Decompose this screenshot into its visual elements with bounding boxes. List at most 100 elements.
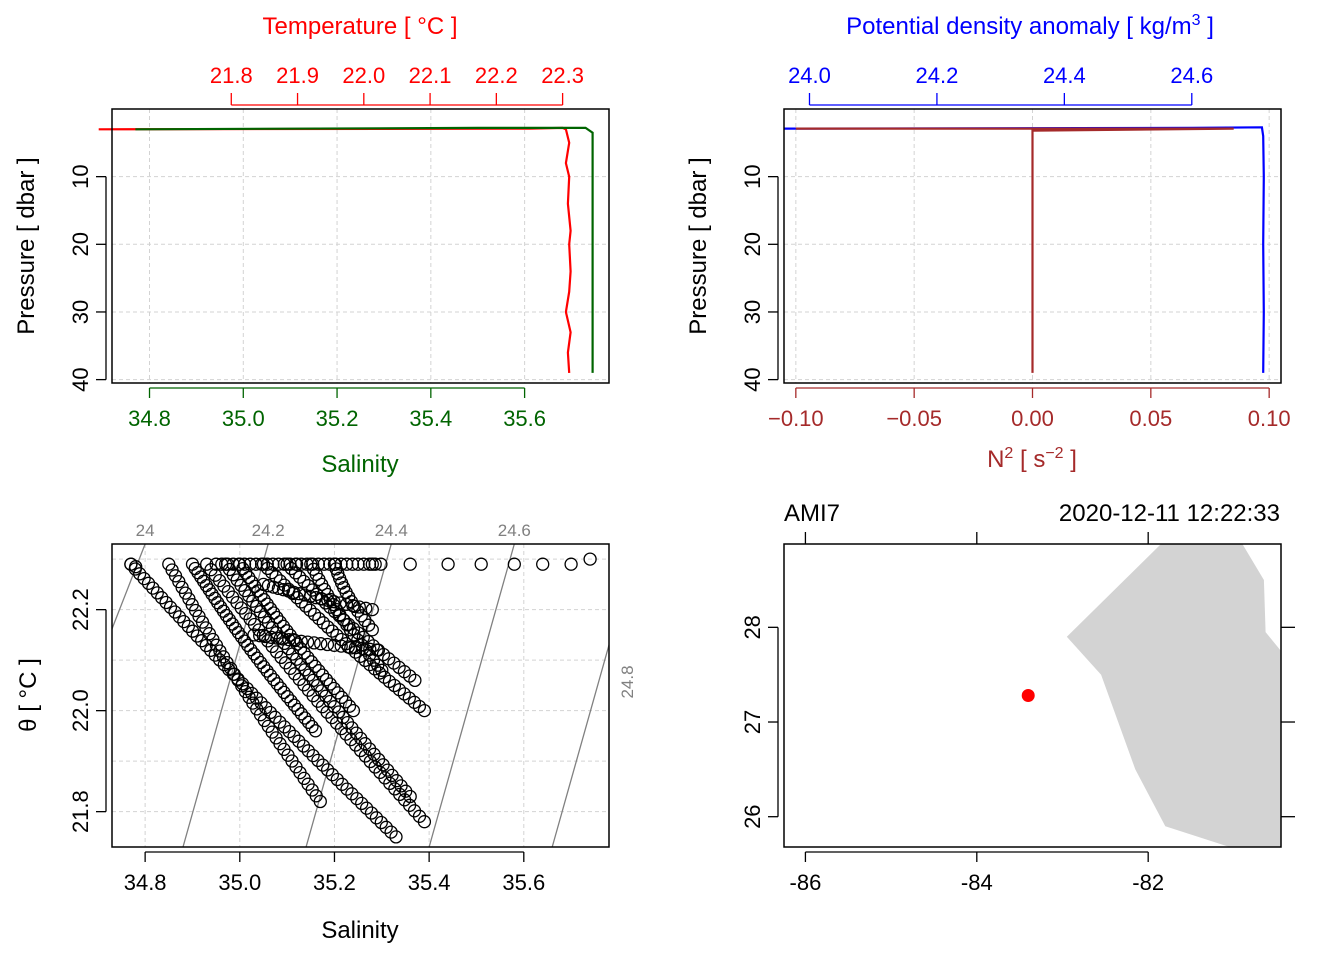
data-point (412, 699, 427, 714)
data-point (384, 825, 398, 839)
data-point (150, 586, 164, 600)
temperature-tick-label: 21.8 (210, 63, 253, 88)
data-point (308, 659, 322, 673)
data-point (368, 662, 382, 676)
data-point (283, 557, 297, 571)
data-point (266, 580, 281, 594)
grid-lines (112, 109, 609, 383)
data-point (261, 579, 276, 593)
data-point (374, 815, 388, 830)
data-point (301, 650, 315, 665)
data-point (277, 720, 292, 734)
data-point (141, 576, 156, 590)
data-point (292, 734, 306, 748)
pressure-axis-title: Pressure [ dbar ] (685, 157, 712, 334)
data-point (313, 794, 327, 809)
data-point (342, 699, 357, 713)
data-point (257, 593, 271, 607)
data-point (273, 715, 287, 729)
data-point (219, 608, 234, 623)
data-point (306, 748, 320, 763)
data-point (208, 648, 222, 662)
panel-ts-profile: Temperature [ °C ] Salinity Pressure [ d… (13, 13, 610, 478)
data-point (387, 656, 401, 670)
pressure-tick-label: 10 (68, 164, 93, 188)
data-point (327, 638, 341, 652)
data-point (397, 665, 412, 679)
data-point (177, 614, 191, 629)
data-point (211, 596, 225, 610)
panel-ts-diagram: Salinity θ [ °C ] 24 24.2 24.4 24.6 24.8 34.… (15, 521, 637, 944)
data-point (294, 707, 309, 721)
data-point (408, 673, 422, 688)
salinity-axis-title: Salinity (321, 451, 398, 478)
data-point (376, 758, 390, 772)
pressure-tick-label: 20 (68, 232, 93, 256)
salinity-tick-label: 35.2 (313, 870, 356, 895)
data-point (280, 624, 294, 638)
data-point (321, 593, 335, 607)
pressure-tick-label: 40 (740, 367, 765, 391)
data-point (216, 604, 231, 618)
data-point (389, 774, 404, 788)
data-point (379, 820, 393, 834)
data-point (372, 666, 387, 680)
data-point (298, 711, 312, 725)
data-point (307, 636, 321, 650)
data-point (301, 744, 315, 758)
data-point (359, 601, 373, 615)
data-point (301, 579, 315, 593)
data-point (276, 583, 291, 597)
data-point (346, 703, 361, 718)
data-point (327, 681, 341, 696)
data-point (507, 557, 521, 571)
salinity-tick-label: 34.8 (128, 406, 171, 431)
salinity-tick-label: 34.8 (124, 870, 167, 895)
data-point (314, 637, 328, 651)
data-point (208, 591, 222, 606)
data-point (265, 565, 279, 580)
data-point (155, 591, 169, 605)
data-point (288, 633, 302, 648)
data-point (281, 584, 296, 598)
data-point (355, 796, 369, 811)
data-point (371, 752, 386, 767)
data-point (294, 657, 308, 672)
plot-frame (783, 108, 1282, 384)
data-point (256, 577, 271, 592)
data-point (260, 557, 274, 571)
data-point (323, 677, 337, 691)
data-point (172, 610, 187, 624)
data-point (185, 557, 200, 571)
data-point (385, 768, 399, 783)
theta-tick-label: 22.0 (68, 689, 93, 732)
data-point (146, 581, 160, 595)
data-point (364, 806, 379, 820)
salinity-tick-label: 35.6 (502, 870, 545, 895)
data-point (387, 678, 402, 693)
pressure-axis-title: Pressure [ dbar ] (13, 157, 40, 334)
isopycnal-label: 24.8 (618, 665, 637, 698)
pressure-tick-label: 30 (68, 300, 93, 324)
data-point (316, 616, 330, 630)
data-point (296, 739, 311, 753)
isopycnal-line (305, 544, 392, 847)
data-point (217, 658, 231, 672)
data-point (273, 681, 288, 695)
data-point (282, 724, 296, 739)
coastline-land (1066, 544, 1281, 847)
data-point (133, 567, 147, 581)
salinity-tick-label: 35.2 (316, 406, 359, 431)
data-point (263, 668, 278, 682)
data-point (284, 694, 298, 708)
data-point (361, 618, 376, 632)
n2-tick-label: 0.00 (1011, 406, 1054, 431)
data-point (231, 625, 246, 640)
latitude-tick-label: 27 (740, 710, 765, 734)
data-point (311, 753, 325, 768)
isopycnal-lines (112, 544, 609, 847)
data-point (315, 592, 329, 606)
data-point (403, 669, 417, 683)
data-point (194, 570, 208, 584)
